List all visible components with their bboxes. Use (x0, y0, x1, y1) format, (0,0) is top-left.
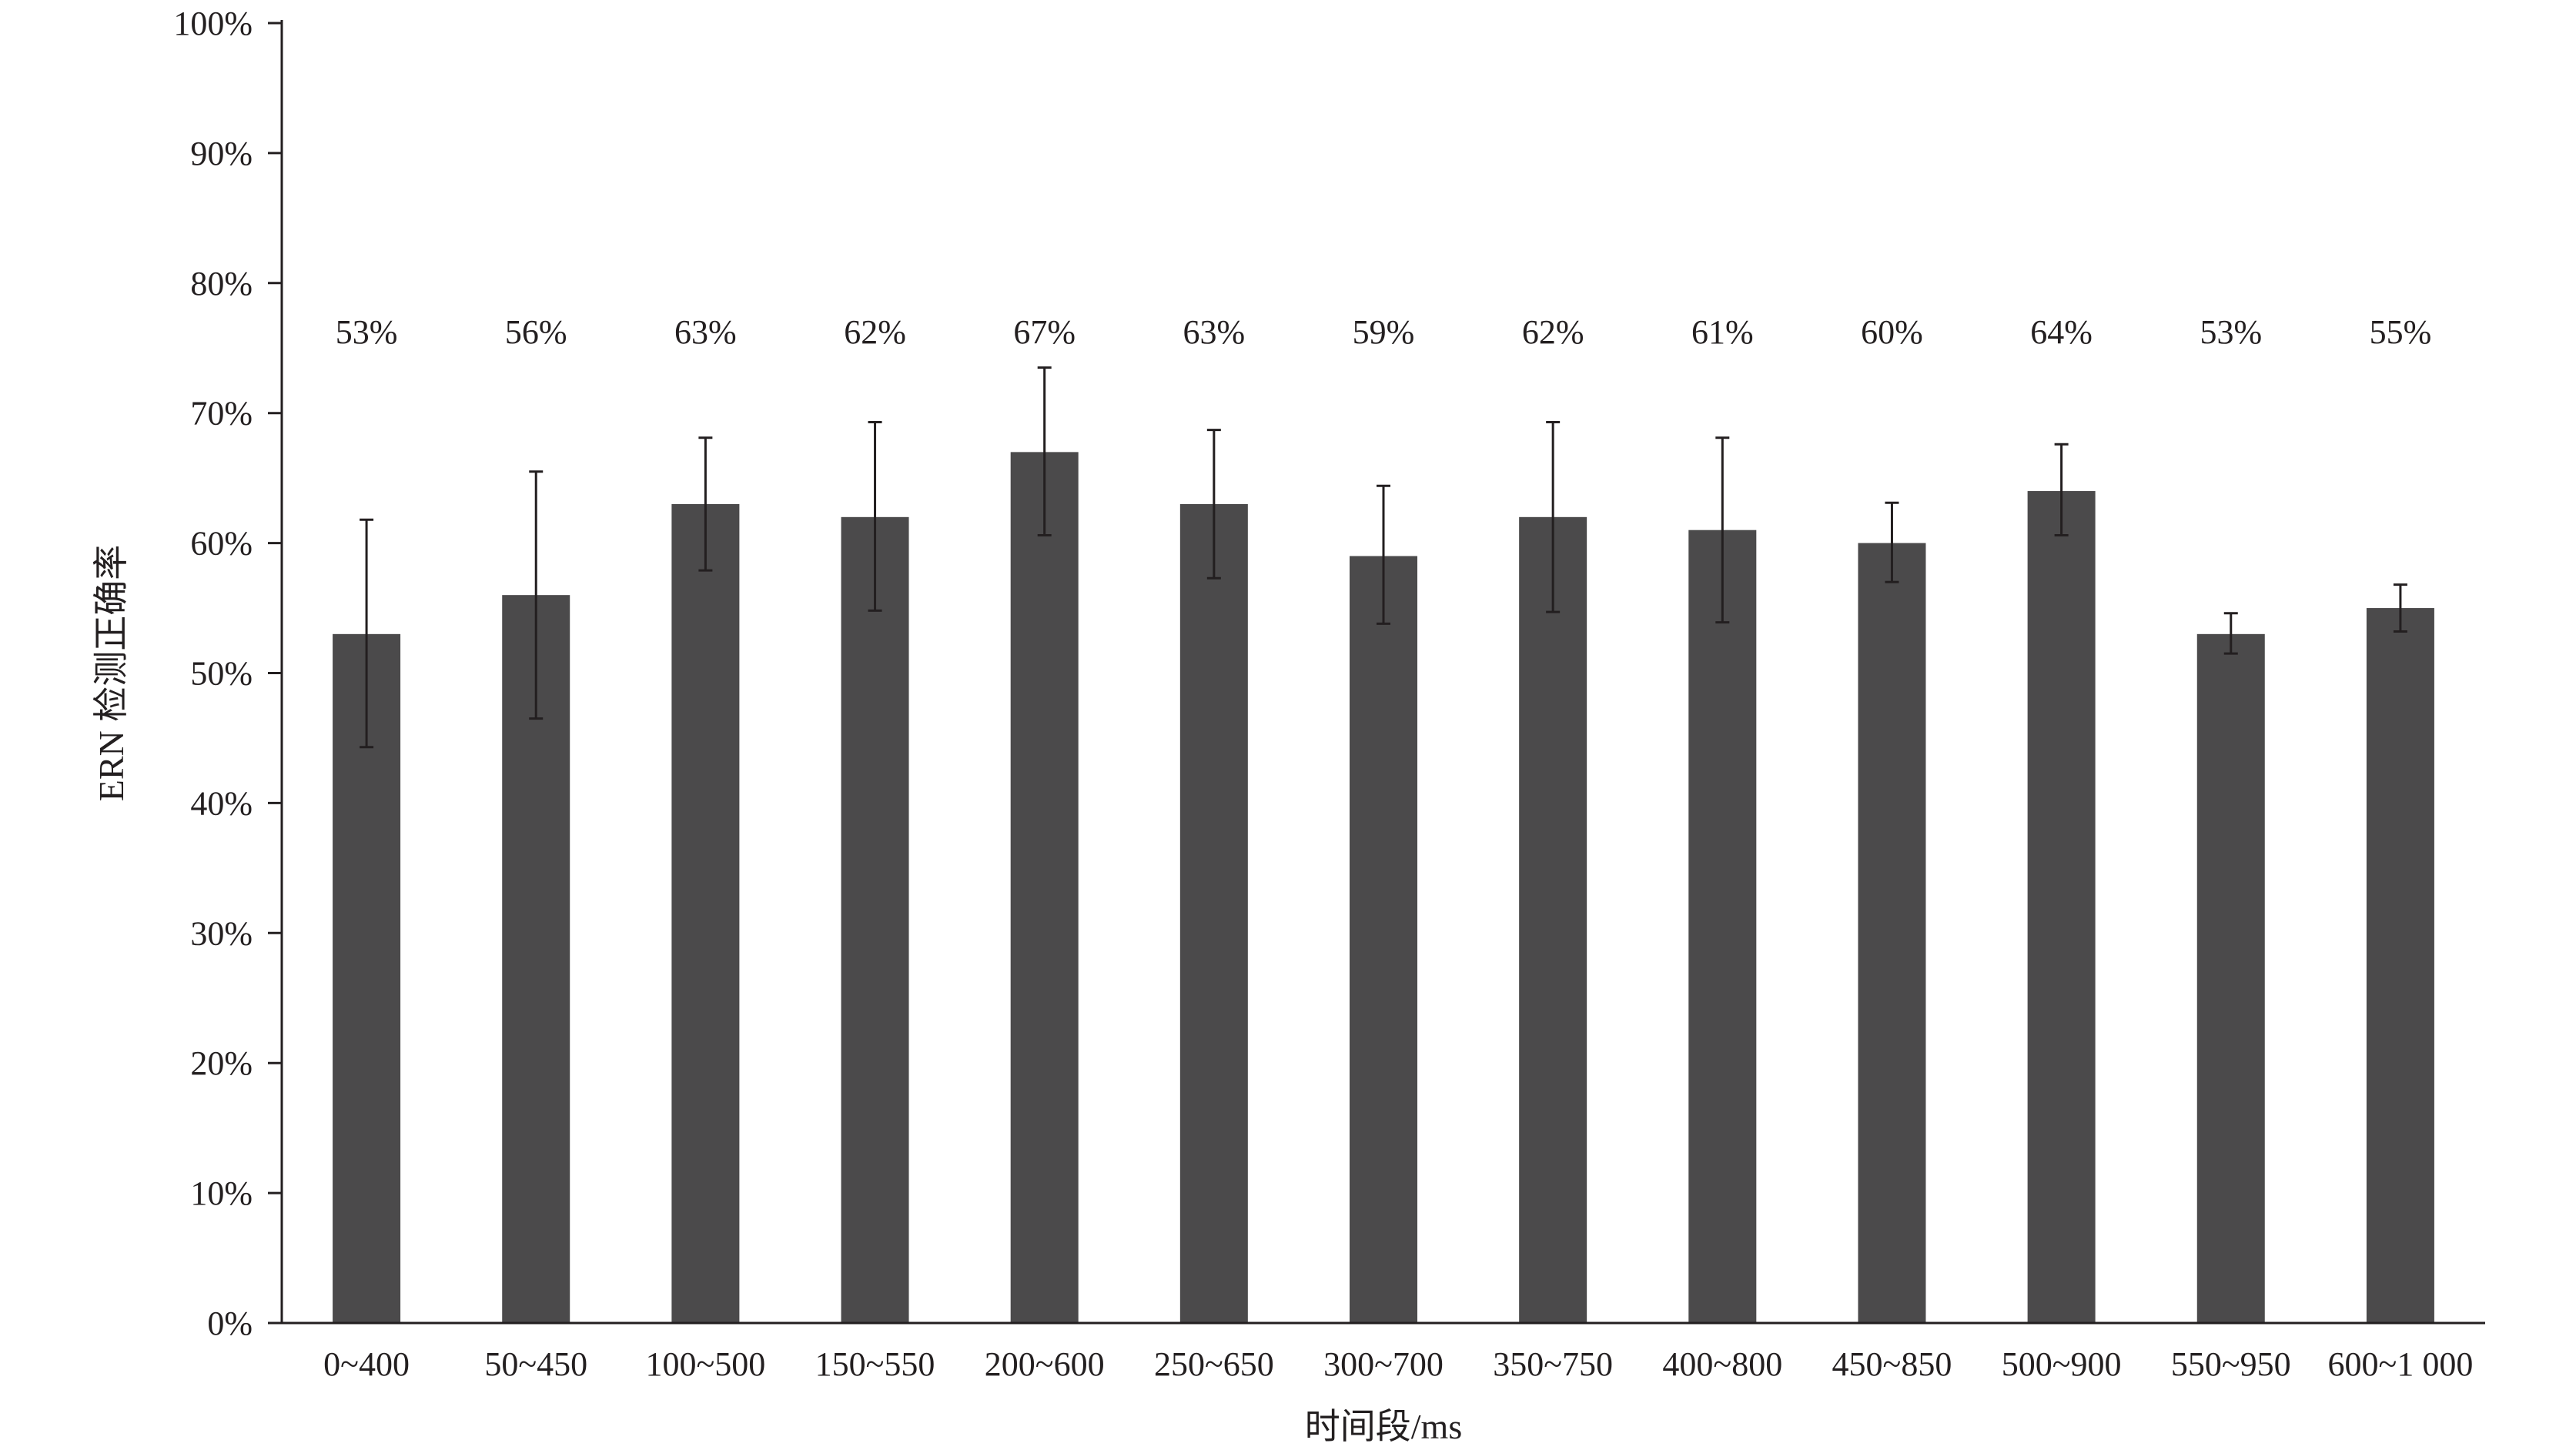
error-bar-3 (868, 421, 882, 612)
y-tick-label-1: 10% (190, 1174, 253, 1212)
value-labels-layer: 53% 56% 63% 62% 67% 63% 59% 62% 61% 60% 64% 53% 55% (336, 313, 2432, 351)
x-tick-label-5: 250~650 (1154, 1345, 1274, 1383)
value-label-11: 53% (2200, 313, 2262, 351)
x-tick-label-9: 450~850 (1832, 1345, 1952, 1383)
bar-10 (2027, 491, 2096, 1323)
error-bar-2 (698, 436, 713, 572)
y-axis-title: ERN 检测正确率 (92, 545, 131, 802)
error-bar-6 (1377, 484, 1390, 625)
error-bar-1 (529, 470, 544, 720)
x-tick-label-4: 200~600 (985, 1345, 1105, 1383)
bar-0 (333, 633, 401, 1323)
value-label-2: 63% (674, 313, 737, 351)
x-tick-label-10: 500~900 (2002, 1345, 2122, 1383)
x-tick-label-8: 400~800 (1662, 1345, 1782, 1383)
x-tick-label-7: 350~750 (1493, 1345, 1613, 1383)
bar-6 (1350, 556, 1417, 1323)
error-bars-layer (360, 366, 2407, 749)
error-bar-11 (2223, 612, 2238, 655)
bar-7 (1519, 516, 1587, 1323)
error-bar-9 (1885, 501, 1899, 583)
error-bar-5 (1206, 429, 1221, 580)
axes-layer (268, 20, 2485, 1325)
bar-3 (841, 516, 909, 1323)
bar-11 (2196, 633, 2265, 1323)
value-label-8: 61% (1691, 313, 1754, 351)
value-label-9: 60% (1861, 313, 1923, 351)
bar-5 (1179, 503, 1248, 1324)
value-label-5: 63% (1183, 313, 1246, 351)
y-tick-label-9: 90% (190, 135, 253, 172)
value-label-4: 67% (1013, 313, 1076, 351)
x-tick-label-12: 600~1 000 (2328, 1345, 2474, 1383)
bar-4 (1010, 452, 1079, 1323)
value-label-12: 55% (2370, 313, 2432, 351)
bar-12 (2366, 608, 2434, 1323)
error-bar-0 (360, 518, 374, 749)
x-tick-label-2: 100~500 (645, 1345, 765, 1383)
error-bar-8 (1715, 436, 1730, 624)
value-label-7: 62% (1522, 313, 1584, 351)
bar-2 (671, 503, 740, 1324)
value-label-0: 53% (336, 313, 398, 351)
value-label-1: 56% (505, 313, 567, 351)
y-tick-label-7: 70% (190, 395, 253, 433)
y-tick-label-10: 100% (173, 5, 253, 42)
x-tick-label-6: 300~700 (1323, 1345, 1444, 1383)
error-bar-7 (1546, 421, 1561, 613)
y-tick-label-5: 50% (190, 655, 253, 693)
value-label-3: 62% (844, 313, 906, 351)
x-tick-label-0: 0~400 (323, 1345, 410, 1383)
value-label-6: 59% (1353, 313, 1415, 351)
bar-9 (1858, 543, 1926, 1323)
bar-8 (1688, 530, 1757, 1324)
x-tick-label-1: 50~450 (484, 1345, 587, 1383)
y-tick-label-6: 60% (190, 525, 253, 563)
y-tick-label-4: 40% (190, 784, 253, 822)
x-tick-labels-layer: 0~400 50~450 100~500 150~550 200~600 250~650 3… (323, 1345, 2473, 1383)
y-tick-label-2: 20% (190, 1044, 253, 1082)
x-tick-label-3: 150~550 (815, 1345, 935, 1383)
bars-layer (333, 452, 2434, 1324)
error-bar-10 (2054, 443, 2069, 536)
x-tick-label-11: 550~950 (2171, 1345, 2291, 1383)
x-axis-title: 时间段/ms (1305, 1407, 1462, 1446)
y-tick-labels-layer: 0% 10% 20% 30% 40% 50% 60% 70% 80% 90% 100% (173, 5, 253, 1342)
error-bar-4 (1037, 366, 1052, 536)
error-bar-12 (2393, 583, 2407, 633)
y-tick-label-8: 80% (190, 265, 253, 302)
y-tick-label-0: 0% (207, 1305, 253, 1342)
y-tick-label-3: 30% (190, 914, 253, 952)
value-label-10: 64% (2030, 313, 2093, 351)
